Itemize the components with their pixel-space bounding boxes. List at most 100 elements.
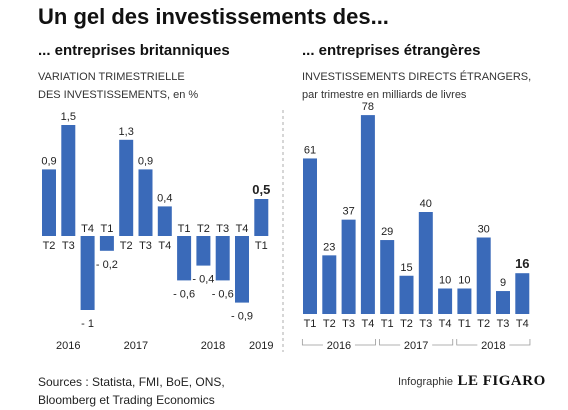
left-value-label: - 0,6	[212, 288, 234, 300]
left-value-label: 0,9	[41, 155, 56, 167]
right-value-label: 29	[381, 226, 393, 238]
left-bar	[235, 236, 249, 303]
right-bar	[399, 275, 414, 314]
left-bar	[99, 236, 114, 251]
left-category-label: T4	[81, 223, 94, 235]
left-bar	[61, 125, 76, 236]
sources-note: Sources : Statista, FMI, BoE, ONS, Bloom…	[38, 373, 225, 409]
left-year-label: 2019	[249, 340, 273, 352]
right-bar	[380, 240, 395, 314]
left-bar	[42, 169, 56, 236]
right-category-label: T1	[304, 318, 317, 330]
left-category-label: T2	[43, 240, 56, 252]
left-value-label: - 0,6	[173, 288, 195, 300]
right-chart-description-line1: INVESTISSEMENTS DIRECTS ÉTRANGERS,	[302, 71, 532, 83]
right-bar	[438, 288, 453, 314]
left-year-label: 2017	[124, 340, 148, 352]
right-bar	[515, 273, 530, 314]
right-year-label: 2018	[481, 340, 505, 352]
right-category-label: T2	[323, 318, 336, 330]
right-value-label: 9	[500, 277, 506, 289]
right-value-label: 16	[515, 256, 529, 271]
credit-label: Infographie	[398, 376, 454, 388]
sources-line2: Bloomberg et Trading Economics	[38, 393, 215, 407]
left-bar	[138, 169, 153, 236]
left-category-label: T2	[120, 240, 133, 252]
left-bar	[157, 206, 172, 236]
right-category-label: T2	[477, 318, 490, 330]
right-category-label: T4	[361, 318, 374, 330]
right-value-label: 23	[323, 241, 335, 253]
right-category-label: T4	[516, 318, 529, 330]
left-bar	[215, 236, 230, 281]
left-bar	[119, 139, 134, 236]
right-chart-description: INVESTISSEMENTS DIRECTS ÉTRANGERS, par t…	[302, 68, 531, 104]
right-bar	[457, 288, 472, 314]
left-bar-chart: 0,9 T2 1,5 T3 - 1 T4 - 0,2 T1 1,3 T2 0,9 T3 0,4 T4 - 0…	[41, 111, 273, 352]
right-category-label: T3	[342, 318, 355, 330]
left-bar	[254, 199, 269, 236]
right-value-label: 30	[478, 224, 490, 236]
right-bar	[476, 237, 491, 314]
left-value-label: - 0,2	[96, 259, 118, 271]
right-chart-subtitle: ... entreprises étrangères	[302, 42, 481, 59]
right-category-label: T4	[439, 318, 452, 330]
left-chart-description: VARIATION TRIMESTRIELLE DES INVESTISSEME…	[38, 68, 198, 104]
left-value-label: 0,4	[157, 192, 172, 204]
left-value-label: - 0,4	[192, 274, 214, 286]
left-value-label: 0,9	[138, 155, 153, 167]
left-category-label: T2	[197, 223, 210, 235]
left-bar	[80, 236, 95, 310]
left-value-label: 0,5	[252, 182, 270, 197]
right-value-label: 37	[342, 206, 354, 218]
right-value-label: 10	[439, 275, 451, 287]
left-category-label: T3	[139, 240, 152, 252]
right-category-label: T1	[458, 318, 471, 330]
right-category-label: T2	[400, 318, 413, 330]
left-category-label: T1	[178, 223, 191, 235]
right-year-label: 2016	[327, 340, 351, 352]
right-value-label: 78	[362, 101, 374, 113]
left-chart-subtitle: ... entreprises britanniques	[38, 42, 230, 59]
right-bar	[418, 212, 433, 314]
right-year-label-background	[400, 338, 433, 352]
left-category-label: T4	[236, 223, 249, 235]
sources-line1: Sources : Statista, FMI, BoE, ONS,	[38, 375, 225, 389]
left-value-label: - 0,9	[231, 311, 253, 323]
right-bar-chart: 61 T1 23 T2 37 T3 78 T4 29 T1 15 T2 40 T3 10 T4 10 T1 30 T2…	[301, 101, 531, 352]
right-bar	[360, 115, 375, 314]
right-bar	[496, 291, 510, 314]
right-category-label: T3	[419, 318, 432, 330]
credit: Infographie LE FIGARO	[398, 372, 546, 390]
left-bar	[196, 236, 211, 266]
left-category-label: T1	[100, 223, 113, 235]
left-year-label: 2018	[201, 340, 225, 352]
right-value-label: 10	[458, 275, 470, 287]
right-bar	[341, 219, 356, 314]
left-value-label: 1,3	[119, 126, 134, 138]
right-category-label: T1	[381, 318, 394, 330]
right-year-label-background	[477, 338, 510, 352]
left-category-label: T3	[62, 240, 75, 252]
brand-logo: LE FIGARO	[457, 373, 546, 389]
right-bar	[322, 255, 337, 314]
right-bar	[303, 158, 317, 314]
page-title: Un gel des investissements des...	[38, 4, 389, 29]
left-chart-description-line2: DES INVESTISSEMENTS, en %	[38, 89, 199, 101]
left-category-label: T1	[255, 240, 268, 252]
right-chart-description-line2: par trimestre en milliards de livres	[302, 89, 467, 101]
left-chart-description-line1: VARIATION TRIMESTRIELLE	[38, 71, 185, 83]
left-category-label: T3	[216, 223, 229, 235]
left-category-label: T4	[158, 240, 171, 252]
left-bar	[177, 236, 192, 281]
left-value-label: - 1	[81, 318, 94, 330]
left-value-label: 1,5	[61, 111, 76, 123]
right-value-label: 61	[304, 144, 316, 156]
right-year-label: 2017	[404, 340, 428, 352]
right-value-label: 40	[420, 198, 432, 210]
right-value-label: 15	[400, 262, 412, 274]
left-year-label: 2016	[56, 340, 80, 352]
right-year-label-background	[322, 338, 355, 352]
right-category-label: T3	[497, 318, 510, 330]
